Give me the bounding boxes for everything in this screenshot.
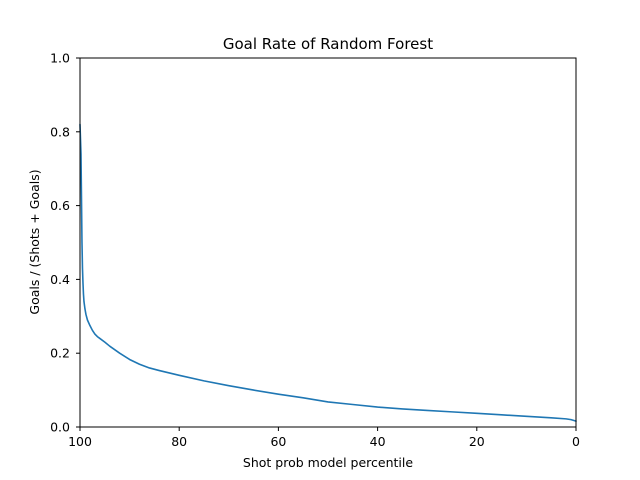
chart-title: Goal Rate of Random Forest [223,35,433,53]
y-tick-label: 1.0 [50,51,70,66]
y-tick-label: 0.2 [50,346,70,361]
x-tick-label: 40 [370,434,386,449]
y-tick-label: 0.4 [50,272,70,287]
x-tick-label: 0 [572,434,580,449]
x-axis: 100 80 60 40 20 0 [68,427,580,449]
x-tick-label: 100 [68,434,92,449]
y-axis: 0.0 0.2 0.4 0.6 0.8 1.0 [50,51,80,435]
series-line-0 [79,123,577,422]
x-axis-label: Shot prob model percentile [243,455,413,470]
axes-frame [79,57,577,428]
plot-area [79,57,577,428]
y-tick-label: 0.6 [50,198,70,213]
x-tick-label: 20 [469,434,485,449]
y-tick-label: 0.8 [50,124,70,139]
y-axis-label: Goals / (Shots + Goals) [27,169,42,314]
x-tick-label: 80 [171,434,187,449]
x-tick-label: 60 [270,434,286,449]
y-tick-label: 0.0 [50,420,70,435]
